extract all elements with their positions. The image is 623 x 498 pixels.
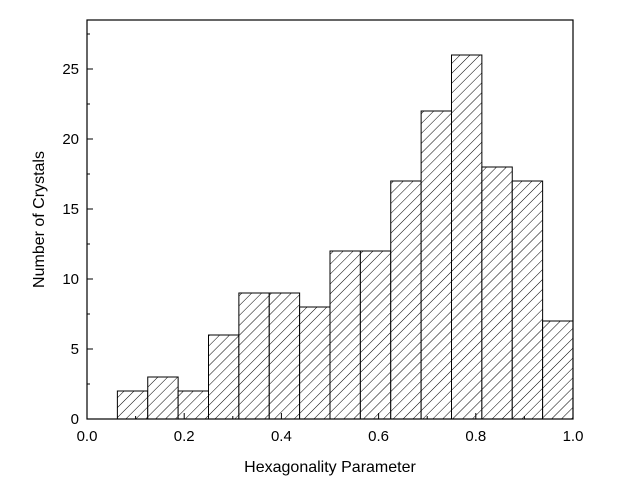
histogram-bar-4: [208, 334, 240, 420]
y-tick-label: 5: [71, 341, 79, 358]
x-axis: 0.0 0.2 0.4 0.6 0.8 1.0: [77, 413, 584, 445]
y-tick-label: 25: [62, 61, 79, 78]
histogram-bar-12: [451, 54, 483, 420]
histogram-bar-1: [116, 390, 149, 420]
histogram-bar-8: [329, 250, 361, 420]
y-axis: 0 5 10 15 20 25: [62, 33, 93, 428]
x-tick-label: 0.8: [465, 428, 486, 445]
histogram-bar-7: [299, 306, 331, 420]
x-tick-label: 0.2: [174, 428, 195, 445]
histogram-bar-3: [177, 390, 209, 420]
y-tick-label: 0: [71, 411, 79, 428]
y-tick-label: 10: [62, 271, 79, 288]
histogram-bar-10: [390, 180, 422, 420]
bars-group: [116, 54, 574, 420]
histogram-bar-15: [542, 320, 574, 420]
histogram-bar-9: [359, 250, 392, 420]
histogram-bar-13: [481, 166, 513, 420]
histogram-bar-2: [147, 376, 179, 420]
histogram-bar-5: [238, 292, 270, 420]
histogram-bar-11: [420, 110, 452, 420]
histogram-bar-14: [511, 180, 544, 420]
x-tick-label: 0.6: [368, 428, 389, 445]
y-tick-label: 20: [62, 131, 79, 148]
x-tick-label: 1.0: [563, 428, 584, 445]
y-tick-label: 15: [62, 201, 79, 218]
histogram-bar-6: [268, 292, 301, 420]
y-axis-title: Number of Crystals: [31, 151, 48, 288]
x-tick-label: 0.0: [77, 428, 98, 445]
x-tick-label: 0.4: [271, 428, 292, 445]
x-axis-title: Hexagonality Parameter: [244, 459, 416, 476]
